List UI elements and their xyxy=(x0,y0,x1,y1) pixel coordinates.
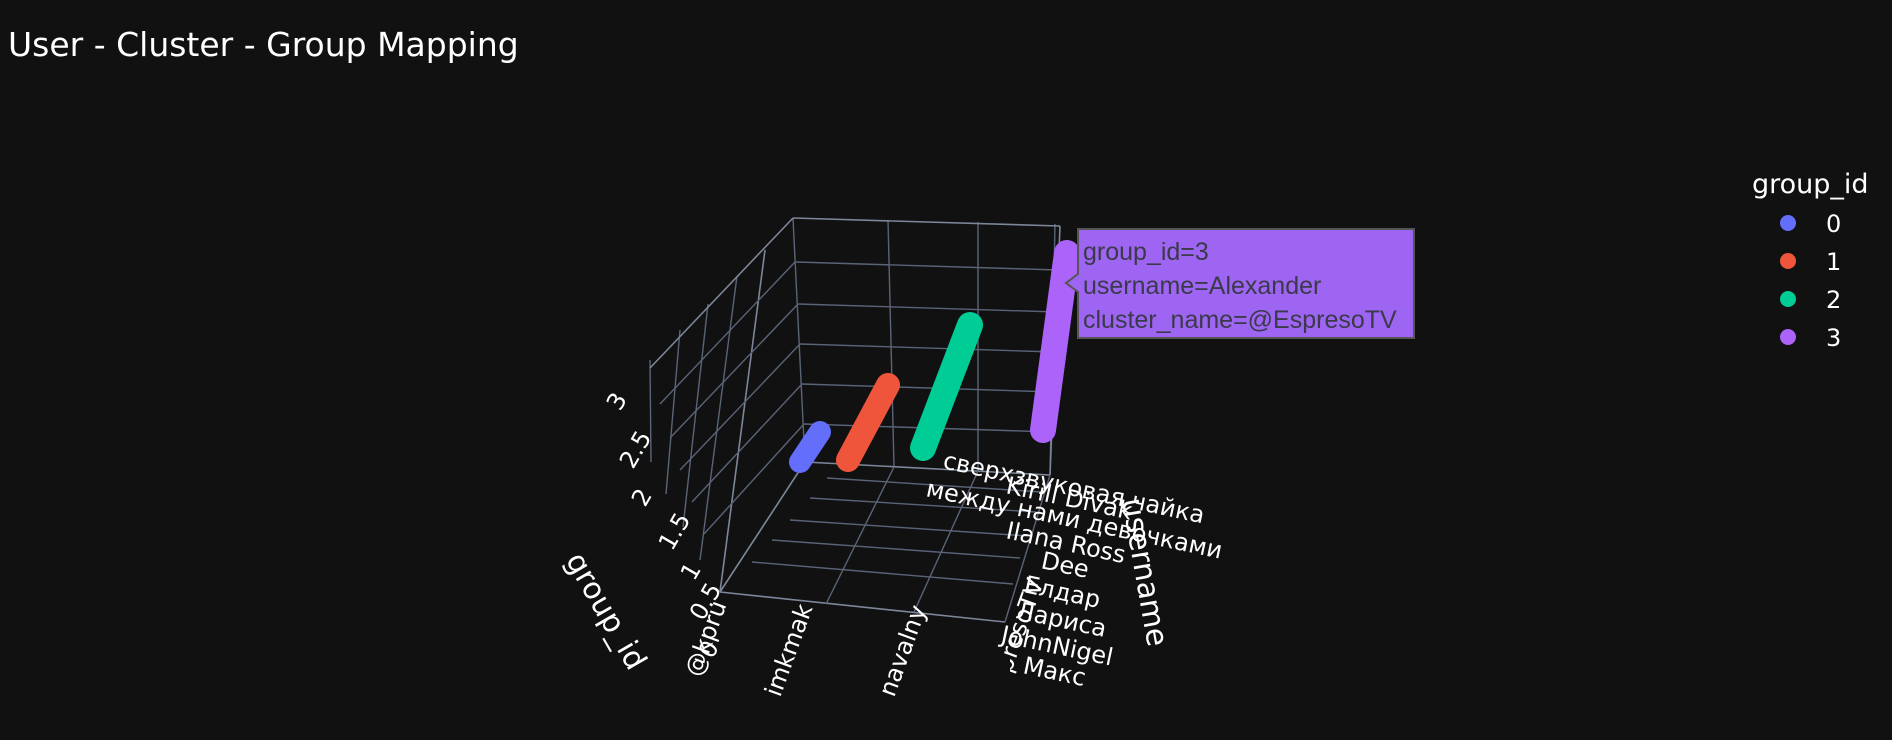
chart-title: User - Cluster - Group Mapping xyxy=(8,25,519,64)
marker-layer xyxy=(789,240,1080,473)
legend-item-3[interactable]: 3 xyxy=(1780,324,1841,352)
legend: group_id 0 1 2 3 xyxy=(1752,169,1869,352)
y-tick-labels: сверхзвуковая чайка Kirill Divak между н… xyxy=(924,446,1225,692)
z-axis-title: group_id xyxy=(558,547,653,677)
gridlines xyxy=(649,217,1061,623)
legend-label-0: 0 xyxy=(1826,210,1841,238)
x-tick-1: imkmak xyxy=(759,600,818,700)
series-0-markers[interactable] xyxy=(789,421,831,473)
legend-marker-3 xyxy=(1780,329,1796,345)
legend-label-3: 3 xyxy=(1826,324,1841,352)
series-3-markers[interactable] xyxy=(1030,240,1080,443)
legend-item-0[interactable]: 0 xyxy=(1780,210,1841,238)
legend-label-2: 2 xyxy=(1826,286,1841,314)
x-tick-2: navalny xyxy=(873,601,932,700)
legend-item-2[interactable]: 2 xyxy=(1780,286,1841,314)
legend-title: group_id xyxy=(1752,169,1869,200)
series-2-markers[interactable] xyxy=(910,312,983,461)
legend-marker-2 xyxy=(1780,291,1796,307)
z-tick-6: 3 xyxy=(601,388,633,415)
legend-item-1[interactable]: 1 xyxy=(1780,248,1841,276)
series-1-markers[interactable] xyxy=(836,373,900,472)
tooltip-line-2: cluster_name=@EspresoTV xyxy=(1083,306,1397,334)
legend-marker-0 xyxy=(1780,215,1796,231)
legend-marker-1 xyxy=(1780,253,1796,269)
legend-label-1: 1 xyxy=(1826,248,1841,276)
hover-tooltip: group_id=3 username=Alexander cluster_na… xyxy=(1064,228,1415,339)
z-tick-3: 1.5 xyxy=(653,508,696,555)
tooltip-line-0: group_id=3 xyxy=(1083,238,1209,266)
z-tick-4: 2 xyxy=(626,484,658,511)
tooltip-line-1: username=Alexander xyxy=(1083,272,1321,300)
